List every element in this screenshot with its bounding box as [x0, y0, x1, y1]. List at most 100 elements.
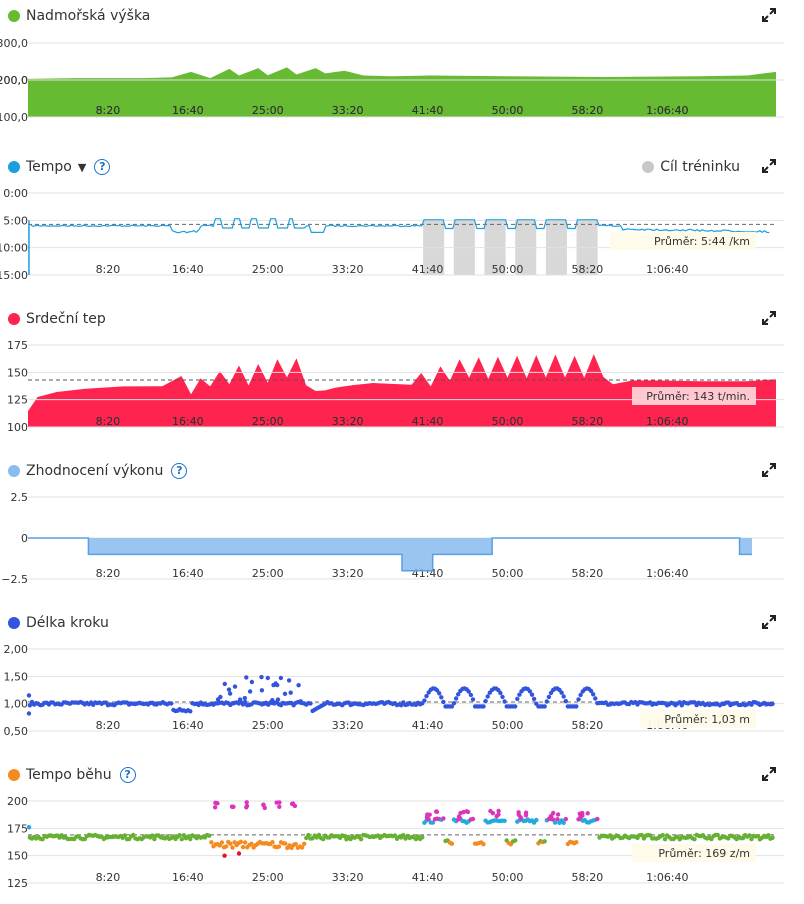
cadence-point [456, 814, 462, 819]
cadence-point [222, 853, 227, 858]
cadence-point [715, 832, 720, 838]
stride-point [679, 703, 684, 708]
cadence-point [513, 838, 518, 843]
y-tick-label: 200 [7, 795, 28, 808]
x-tick-label: 1:06:40 [646, 871, 688, 884]
stride-point [278, 675, 284, 681]
cadence-point [434, 809, 439, 814]
stride-point [441, 699, 446, 705]
expand-icon[interactable] [762, 311, 776, 325]
help-icon[interactable]: ? [119, 767, 136, 783]
cadence-point [302, 841, 307, 846]
stride-point [451, 701, 457, 706]
stride-point [470, 697, 476, 702]
x-tick-label: 58:20 [572, 871, 604, 884]
stride-point [578, 692, 583, 698]
cadence-point [358, 837, 364, 842]
x-tick-label: 33:20 [332, 719, 364, 732]
stride-point [449, 704, 455, 709]
stride-point [513, 704, 518, 709]
stride-point [515, 696, 520, 702]
x-tick-label: 33:20 [332, 415, 364, 428]
stride-point [593, 696, 598, 701]
y-tick-label: 150 [7, 850, 28, 863]
x-tick-label: 25:00 [252, 104, 284, 117]
cadence-point [242, 840, 248, 845]
y-tick-label: 0 [21, 532, 28, 545]
help-icon[interactable]: ? [94, 159, 111, 175]
stride-point [591, 692, 596, 697]
stride-title: Délka kroku [26, 615, 109, 631]
cadence-point [40, 837, 45, 842]
x-tick-label: 50:00 [492, 567, 524, 580]
heart-rate-chart: 175 150 125 100 8:20 16:40 25:00 33:20 41:40 50:0… [7, 339, 784, 434]
average-label: Průměr: 143 t/min. [646, 390, 750, 403]
y-tick-label: 125 [7, 394, 28, 407]
x-tick-label: 33:20 [332, 104, 364, 117]
x-tick-label: 25:00 [252, 104, 284, 117]
cadence-point [461, 809, 466, 815]
y-tick-label: 0:00 [3, 187, 28, 200]
x-tick-label: 1:06:40 [646, 567, 688, 580]
cadence-point [276, 844, 282, 849]
x-tick-label: 16:40 [172, 104, 204, 117]
expand-icon[interactable] [762, 159, 776, 173]
stride-point [563, 698, 568, 704]
x-tick-label: 50:00 [492, 104, 524, 117]
elevation-header: Nadmořská výška [8, 6, 150, 26]
x-tick-label: 1:06:40 [646, 104, 688, 117]
stride-point [247, 689, 253, 694]
expand-icon[interactable] [762, 8, 776, 22]
expand-icon[interactable] [762, 767, 776, 781]
cadence-point [392, 833, 398, 838]
x-tick-label: 25:00 [252, 415, 284, 428]
stride-point [259, 674, 264, 680]
chevron-down-icon[interactable]: ▼ [77, 160, 87, 174]
x-tick-label: 41:40 [412, 263, 444, 276]
x-tick-label: 41:40 [412, 104, 444, 117]
cadence-point [244, 800, 249, 805]
y-tick-label: 100,0 [0, 111, 28, 124]
stride-point [249, 679, 255, 685]
stride-point [561, 694, 566, 699]
cadence-panel: Tempo běhu ? 200 175 150 125 8:20 16:40 25:00 3… [0, 765, 804, 895]
x-tick-label: 50:00 [492, 415, 524, 428]
x-tick-label: 58:20 [572, 263, 604, 276]
cadence-point [236, 851, 242, 856]
stride-point [270, 698, 275, 703]
average-label: Průměr: 1,03 m [664, 713, 750, 726]
pace-panel: Tempo ▼ ? Cíl tréninku 0:00 5:00 10:00 15:0… [0, 157, 804, 287]
y-tick-label: −2.5 [1, 573, 28, 586]
stride-point [26, 693, 32, 698]
stride-point [483, 698, 488, 704]
x-tick-label: 1:06:40 [646, 415, 688, 428]
y-tick-label: 175 [7, 822, 28, 835]
cadence-point [152, 836, 157, 842]
y-tick-label: 2,00 [4, 643, 29, 656]
stride-point [215, 697, 221, 702]
expand-icon[interactable] [762, 615, 776, 629]
stride-point [282, 691, 288, 696]
y-tick-label: 0,50 [4, 725, 29, 738]
cadence-point [277, 804, 282, 809]
stride-point [529, 692, 535, 697]
x-tick-label: 41:40 [412, 415, 444, 428]
y-tick-label: 300,0 [0, 37, 28, 50]
x-tick-label: 25:00 [252, 567, 284, 580]
stride-point [770, 701, 775, 707]
y-tick-label: 175 [7, 339, 28, 352]
stride-point [244, 675, 249, 680]
average-label: Průměr: 5:44 /km [654, 235, 750, 248]
help-icon[interactable]: ? [171, 463, 188, 479]
y-tick-label: 125 [7, 877, 28, 890]
cadence-point [150, 833, 155, 838]
cadence-point [306, 832, 311, 838]
cadence-point [209, 840, 214, 845]
cadence-point [270, 840, 275, 845]
expand-icon[interactable] [762, 463, 776, 477]
y-tick-label: 200,0 [0, 74, 28, 87]
y-tick-label: 200,0 [0, 74, 28, 87]
workout-goal-legend[interactable]: Cíl tréninku [642, 157, 740, 177]
stride-point [232, 684, 238, 689]
cadence-point [299, 845, 305, 850]
